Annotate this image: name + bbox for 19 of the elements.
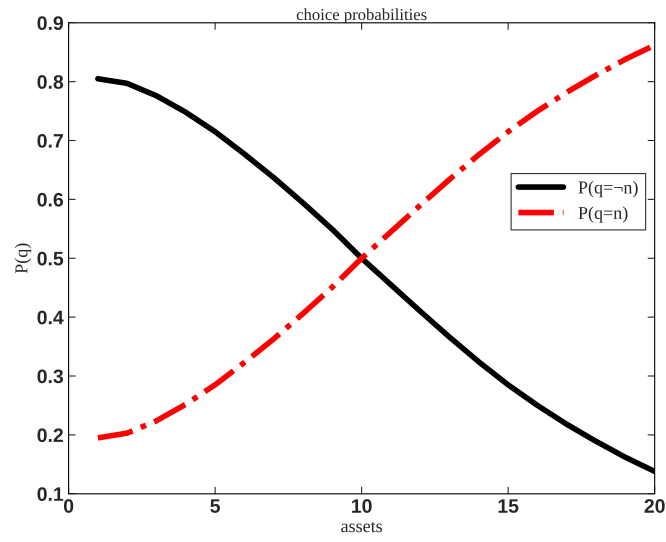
y-axis-title: P(q) — [14, 244, 32, 274]
x-tick-label: 0 — [64, 499, 74, 513]
x-tick-label: 20 — [644, 499, 665, 513]
y-tick-label: 0.3 — [37, 369, 64, 384]
y-tick-label: 0.7 — [37, 134, 63, 148]
y-tick-label: 0.1 — [37, 487, 64, 501]
x-tick-label: 10 — [352, 499, 372, 513]
y-tick-label: 0.9 — [37, 16, 64, 30]
y-tick-label: 0.2 — [37, 428, 63, 442]
x-axis-title: assets — [341, 522, 382, 532]
y-tick-label: 0.5 — [37, 252, 64, 266]
legend-label: P(q=n) — [578, 206, 628, 223]
chart-title: choice probabilities — [296, 8, 427, 24]
x-tick-label: 15 — [498, 499, 518, 513]
y-tick-label: 0.8 — [37, 75, 64, 89]
legend-label: P(q=¬n) — [578, 180, 638, 198]
y-tick-label: 0.6 — [37, 192, 64, 207]
y-tick-label: 0.4 — [37, 310, 64, 324]
x-tick-label: 5 — [210, 499, 220, 513]
